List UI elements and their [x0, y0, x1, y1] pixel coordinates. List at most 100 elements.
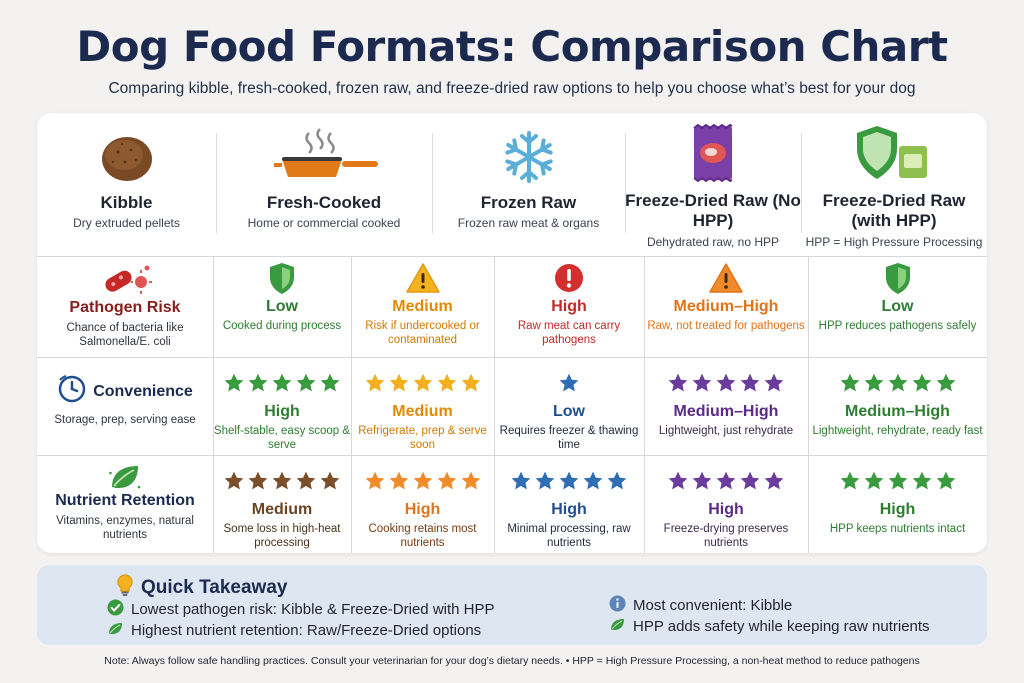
- alert-icon: [494, 261, 644, 295]
- criterion-description: Vitamins, enzymes, natural nutrients: [56, 515, 194, 541]
- rating-level: High: [551, 501, 587, 518]
- criterion-title-row: Convenience: [37, 374, 213, 409]
- shield-icon: [808, 261, 987, 295]
- star-icon: [437, 373, 456, 392]
- star-icon: [535, 471, 555, 490]
- star-icon: [248, 471, 268, 490]
- header-divider: [432, 133, 433, 233]
- star-icon: [296, 373, 316, 392]
- header-divider: [625, 133, 626, 233]
- criterion-title: Convenience: [93, 382, 193, 400]
- criteria-grid: Pathogen Risk Chance of bacteria like Sa…: [37, 256, 987, 553]
- header-divider: [801, 133, 802, 233]
- rating-level: High: [708, 501, 744, 518]
- cell-fresh-cooked-convenience: Medium Refrigerate, prep & serve soon: [351, 366, 494, 452]
- quick-takeaway-panel: Quick Takeaway Lowest pathogen risk: Kib…: [37, 565, 987, 645]
- star-icon: [583, 471, 603, 490]
- takeaway-title: Quick Takeaway: [141, 577, 288, 598]
- star-icon: [365, 471, 384, 490]
- bacteria-icon: [37, 261, 213, 299]
- star-icon: [413, 373, 432, 392]
- rating-level: High: [264, 403, 300, 420]
- cell-fd-no-hpp-pathogen: Medium–High Raw, not treated for pathoge…: [644, 261, 808, 333]
- column-divider: [644, 256, 645, 553]
- criterion-pathogen-risk: Pathogen Risk Chance of bacteria like Sa…: [37, 261, 213, 349]
- format-header-fresh-cooked: Fresh-Cooked Home or commercial cooked: [216, 113, 432, 253]
- cell-fd-no-hpp-convenience: Medium–High Lightweight, just rehydrate: [644, 366, 808, 438]
- star-icon: [413, 471, 432, 490]
- rating-level: Low: [553, 403, 585, 420]
- star-icon: [716, 471, 736, 490]
- star-icon: [668, 373, 688, 392]
- rating-note: Risk if undercooked or contaminated: [365, 320, 480, 346]
- cell-fd-no-hpp-nutrients: High Freeze-drying preserves nutrients: [644, 464, 808, 550]
- star-icon: [461, 471, 480, 490]
- star-rating: [808, 366, 987, 400]
- star-icon: [389, 471, 408, 490]
- star-rating: [351, 464, 494, 498]
- cell-fd-hpp-convenience: Medium–High Lightweight, rehydrate, read…: [808, 366, 987, 438]
- format-name: Frozen Raw: [480, 193, 577, 212]
- star-icon: [840, 471, 859, 490]
- takeaway-text: HPP adds safety while keeping raw nutrie…: [633, 618, 930, 635]
- star-icon: [272, 373, 292, 392]
- leaf-icon: [609, 617, 626, 636]
- row-divider: [37, 357, 987, 358]
- rating-level: High: [879, 501, 916, 518]
- column-divider: [213, 256, 214, 553]
- rating-note: Freeze-drying preserves nutrients: [663, 523, 789, 549]
- rating-note: Lightweight, just rehydrate: [658, 425, 794, 437]
- rating-level: High: [551, 298, 587, 315]
- rating-note: HPP reduces pathogens safely: [818, 320, 977, 332]
- rating-level: Low: [881, 298, 914, 315]
- rating-level: Medium–High: [845, 403, 950, 420]
- header-divider: [216, 133, 217, 233]
- takeaway-item: HPP adds safety while keeping raw nutrie…: [609, 617, 930, 636]
- star-icon: [296, 471, 316, 490]
- star-rating: [644, 464, 808, 498]
- star-icon: [912, 373, 931, 392]
- rating-level: Medium: [392, 298, 453, 315]
- takeaway-item: Most convenient: Kibble: [609, 595, 792, 616]
- comparison-table: Kibble Dry extruded pellets Fresh-Cooked…: [37, 113, 987, 553]
- format-name: Freeze-Dried Raw (No HPP): [625, 191, 801, 230]
- star-icon: [740, 373, 760, 392]
- row-divider: [37, 455, 987, 456]
- cell-kibble-nutrients: Medium Some loss in high-heat processing: [213, 464, 351, 550]
- rating-note: Refrigerate, prep & serve soon: [358, 425, 487, 451]
- rating-note: Lightweight, rehydrate, ready fast: [812, 425, 983, 437]
- star-icon: [668, 471, 688, 490]
- shield-icon: [213, 261, 351, 295]
- star-icon: [888, 373, 907, 392]
- cell-frozen-raw-pathogen: High Raw meat can carry pathogens: [494, 261, 644, 347]
- takeaway-item: Lowest pathogen risk: Kibble & Freeze-Dr…: [107, 599, 495, 620]
- star-icon: [224, 471, 244, 490]
- takeaway-text: Lowest pathogen risk: Kibble & Freeze-Dr…: [131, 601, 495, 618]
- rating-note: Shelf-stable, easy scoop & serve: [213, 425, 351, 451]
- star-icon: [389, 373, 408, 392]
- cell-kibble-pathogen: Low Cooked during process: [213, 261, 351, 333]
- clock-icon: [57, 374, 87, 409]
- star-icon: [716, 373, 736, 392]
- rating-note: Cooking retains most nutrients: [368, 523, 477, 549]
- format-name: Kibble: [100, 193, 153, 212]
- takeaway-item: Highest nutrient retention: Raw/Freeze-D…: [107, 621, 481, 640]
- rating-note: HPP keeps nutrients intact: [829, 523, 966, 535]
- page-subtitle: Comparing kibble, fresh-cooked, frozen r…: [108, 80, 916, 97]
- column-divider: [494, 256, 495, 553]
- star-icon: [888, 471, 907, 490]
- star-icon: [840, 373, 859, 392]
- criterion-nutrient-retention: Nutrient Retention Vitamins, enzymes, na…: [37, 462, 213, 542]
- star-icon: [912, 471, 931, 490]
- cell-fd-hpp-nutrients: High HPP keeps nutrients intact: [808, 464, 987, 536]
- star-rating: [213, 366, 351, 400]
- cell-kibble-convenience: High Shelf-stable, easy scoop & serve: [213, 366, 351, 452]
- cell-frozen-raw-nutrients: High Minimal processing, raw nutrients: [494, 464, 644, 550]
- rating-note: Requires freezer & thawing time: [499, 425, 639, 451]
- frying-pan-icon: [216, 125, 432, 189]
- criterion-title: Nutrient Retention: [55, 492, 195, 509]
- star-icon: [437, 471, 456, 490]
- format-name: Fresh-Cooked: [266, 193, 382, 212]
- meat-pack-icon: [625, 121, 801, 185]
- star-icon: [511, 471, 531, 490]
